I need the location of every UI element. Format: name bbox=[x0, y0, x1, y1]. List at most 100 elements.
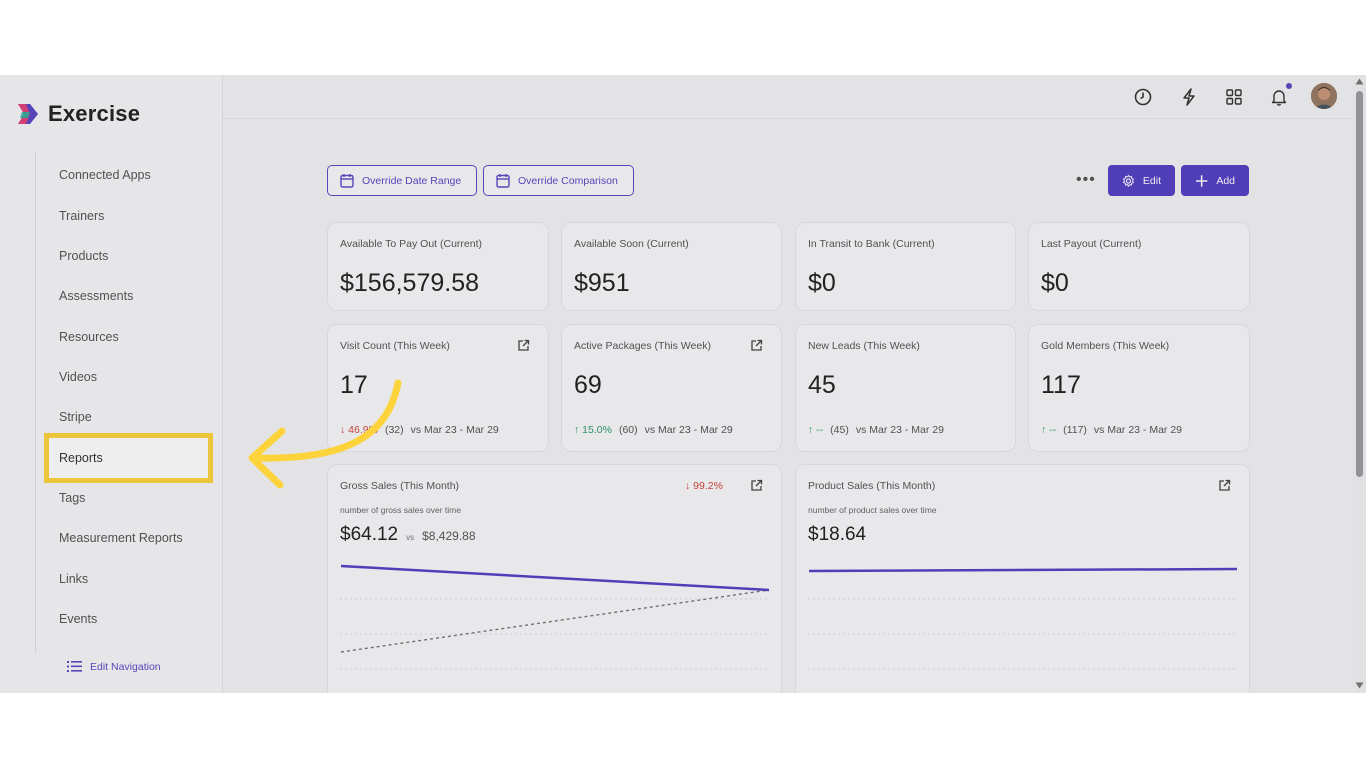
override-date-range-button[interactable]: Override Date Range bbox=[327, 165, 477, 196]
scroll-thumb[interactable] bbox=[1356, 91, 1363, 477]
change-percent: ↑ -- bbox=[808, 424, 824, 436]
stat-value: $156,579.58 bbox=[340, 269, 480, 297]
stat-card-gold-members[interactable]: Gold Members (This Week) 117 ↑ -- (117) … bbox=[1028, 324, 1250, 452]
edit-button[interactable]: Edit bbox=[1108, 165, 1175, 196]
stat-title: Last Payout (Current) bbox=[1041, 238, 1142, 250]
stat-card-last-payout[interactable]: Last Payout (Current) $0 bbox=[1028, 222, 1250, 311]
stat-value: $0 bbox=[1041, 269, 1069, 297]
sidebar-item-connected-apps[interactable]: Connected Apps bbox=[59, 168, 151, 182]
logo-icon bbox=[18, 104, 38, 124]
chart-value: $18.64 bbox=[808, 524, 866, 546]
stat-comparison: ↑ -- (117) vs Mar 23 - Mar 29 bbox=[1041, 424, 1182, 436]
previous-value: (32) bbox=[384, 424, 404, 436]
app-logo[interactable]: Exercise bbox=[16, 101, 140, 127]
current-series-line bbox=[340, 564, 770, 592]
comparison-range: vs Mar 23 - Mar 29 bbox=[855, 424, 944, 436]
sidebar-item-resources[interactable]: Resources bbox=[59, 330, 119, 344]
change-percent: ↓ 46.9% bbox=[340, 424, 378, 436]
stat-value: $951 bbox=[574, 269, 630, 297]
add-button[interactable]: Add bbox=[1181, 165, 1249, 196]
sidebar-item-tags[interactable]: Tags bbox=[59, 491, 86, 505]
stat-card-in-transit[interactable]: In Transit to Bank (Current) $0 bbox=[795, 222, 1016, 311]
add-label: Add bbox=[1216, 174, 1235, 187]
stat-card-visit-count[interactable]: Visit Count (This Week) 17 ↓ 46.9% (32) … bbox=[327, 324, 549, 452]
sidebar-item-videos[interactable]: Videos bbox=[59, 370, 97, 384]
clock-icon[interactable] bbox=[1133, 87, 1153, 107]
sidebar-item-links[interactable]: Links bbox=[59, 572, 89, 586]
comparison-range: vs Mar 23 - Mar 29 bbox=[1093, 424, 1183, 436]
stat-value: $0 bbox=[808, 269, 836, 297]
product-sales-chart bbox=[808, 567, 1238, 670]
chart-title: Product Sales (This Month) bbox=[808, 480, 936, 492]
top-bar bbox=[223, 75, 1353, 119]
change-percent: ↑ 15.0% bbox=[574, 424, 612, 436]
stat-title: Available To Pay Out (Current) bbox=[340, 238, 483, 250]
override-comparison-button[interactable]: Override Comparison bbox=[483, 165, 634, 196]
sidebar-item-reports[interactable]: Reports bbox=[59, 451, 103, 465]
override-date-range-label: Override Date Range bbox=[362, 174, 462, 187]
list-icon bbox=[67, 661, 82, 672]
external-link-icon[interactable] bbox=[750, 479, 763, 492]
chart-value: $64.12 vs $8,429.88 bbox=[340, 524, 476, 546]
stat-title: In Transit to Bank (Current) bbox=[808, 238, 935, 250]
external-link-icon[interactable] bbox=[517, 339, 530, 352]
comparison-range: vs Mar 23 - Mar 29 bbox=[410, 424, 499, 436]
product-sales-card[interactable]: Product Sales (This Month) number of pro… bbox=[795, 464, 1250, 693]
avatar[interactable] bbox=[1311, 83, 1337, 109]
nav-highlight-box bbox=[44, 433, 213, 483]
current-value: $18.64 bbox=[808, 524, 867, 545]
stat-value: 117 bbox=[1041, 371, 1081, 399]
stat-comparison: ↑ -- (45) vs Mar 23 - Mar 29 bbox=[808, 424, 944, 436]
scroll-down-icon[interactable] bbox=[1355, 682, 1364, 689]
gross-sales-card[interactable]: Gross Sales (This Month) ↓ 99.2% number … bbox=[327, 464, 782, 693]
app-window: Exercise Connected Apps Trainers Product… bbox=[0, 75, 1366, 693]
sidebar-item-assessments[interactable]: Assessments bbox=[59, 289, 134, 303]
scrollbar[interactable] bbox=[1353, 75, 1366, 693]
chart-title: Gross Sales (This Month) bbox=[340, 480, 460, 492]
edit-label: Edit bbox=[1142, 174, 1161, 187]
scroll-up-icon[interactable] bbox=[1355, 78, 1364, 85]
stat-card-active-packages[interactable]: Active Packages (This Week) 69 ↑ 15.0% (… bbox=[561, 324, 782, 452]
more-options-button[interactable]: ••• bbox=[1076, 171, 1096, 188]
override-comparison-label: Override Comparison bbox=[518, 174, 618, 187]
nav-rail bbox=[35, 153, 36, 653]
bell-icon[interactable] bbox=[1269, 87, 1289, 107]
stat-card-available-soon[interactable]: Available Soon (Current) $951 bbox=[561, 222, 782, 311]
previous-value: (60) bbox=[618, 424, 638, 436]
stat-value: 69 bbox=[574, 371, 602, 399]
stat-title: Gold Members (This Week) bbox=[1041, 340, 1170, 352]
stat-comparison: ↑ 15.0% (60) vs Mar 23 - Mar 29 bbox=[574, 424, 733, 436]
chart-subtitle: number of gross sales over time bbox=[340, 505, 461, 515]
plus-icon bbox=[1195, 174, 1208, 187]
gear-icon bbox=[1122, 174, 1134, 187]
gross-sales-chart bbox=[340, 564, 770, 670]
calendar-icon bbox=[340, 174, 354, 188]
lightning-icon[interactable] bbox=[1179, 87, 1199, 107]
notification-dot bbox=[1286, 83, 1292, 89]
external-link-icon[interactable] bbox=[750, 339, 763, 352]
edit-navigation-button[interactable]: Edit Navigation bbox=[67, 660, 161, 673]
change-percent: ↓ 99.2% bbox=[685, 480, 723, 492]
current-value: $64.12 bbox=[340, 524, 399, 545]
comparison-series-line bbox=[340, 589, 770, 653]
stat-title: Active Packages (This Week) bbox=[574, 340, 711, 352]
previous-value: (45) bbox=[830, 424, 849, 436]
stat-card-new-leads[interactable]: New Leads (This Week) 45 ↑ -- (45) vs Ma… bbox=[795, 324, 1016, 452]
stat-title: Available Soon (Current) bbox=[574, 238, 689, 250]
comparison-range: vs Mar 23 - Mar 29 bbox=[644, 424, 733, 436]
sidebar: Exercise Connected Apps Trainers Product… bbox=[0, 75, 223, 693]
stat-title: Visit Count (This Week) bbox=[340, 340, 450, 352]
sidebar-item-events[interactable]: Events bbox=[59, 612, 98, 626]
comparison-value: $8,429.88 bbox=[422, 529, 476, 543]
stat-card-available-payout[interactable]: Available To Pay Out (Current) $156,579.… bbox=[327, 222, 549, 311]
stat-comparison: ↓ 46.9% (32) vs Mar 23 - Mar 29 bbox=[340, 424, 499, 436]
sidebar-item-products[interactable]: Products bbox=[59, 249, 109, 263]
sidebar-item-stripe[interactable]: Stripe bbox=[59, 410, 92, 424]
grid-icon[interactable] bbox=[1224, 87, 1244, 107]
stat-value: 45 bbox=[808, 371, 836, 399]
external-link-icon[interactable] bbox=[1218, 479, 1231, 492]
previous-value: (117) bbox=[1063, 424, 1087, 436]
edit-navigation-label: Edit Navigation bbox=[90, 660, 161, 673]
sidebar-item-measurement-reports[interactable]: Measurement Reports bbox=[59, 531, 183, 545]
sidebar-item-trainers[interactable]: Trainers bbox=[59, 209, 105, 223]
